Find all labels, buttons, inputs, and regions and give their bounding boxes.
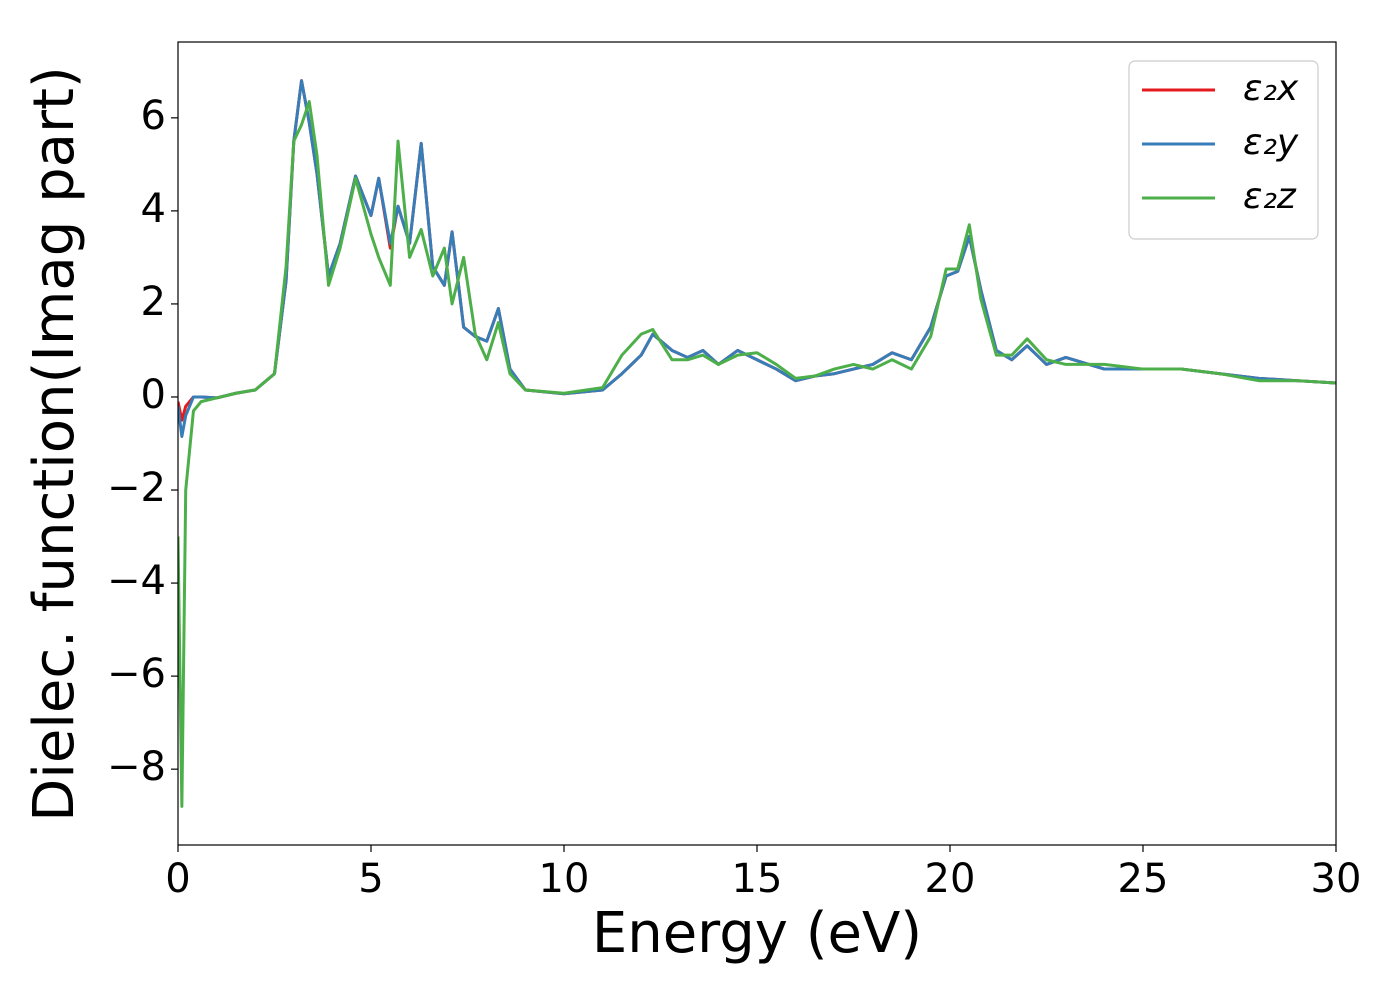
y-tick-label: −4 (107, 558, 166, 604)
legend-box (1128, 60, 1319, 240)
plot-lines (178, 79, 1336, 808)
y-tick-label: 0 (141, 372, 166, 418)
y-axis-label: Dielec. function(Imag part) (22, 66, 87, 822)
x-tick-label: 30 (1311, 856, 1362, 902)
x-axis-label: Energy (eV) (592, 901, 922, 966)
y-tick-label: 4 (141, 186, 166, 232)
y-tick-label: −6 (107, 651, 166, 697)
series-line (178, 100, 1336, 808)
y-tick-label: 6 (141, 93, 166, 139)
x-tick-label: 10 (539, 856, 590, 902)
x-tick-label: 0 (165, 856, 190, 902)
x-tick-label: 20 (925, 856, 976, 902)
y-tick-label: −8 (107, 744, 166, 790)
x-tick-label: 15 (732, 856, 783, 902)
legend-label: ε₂x (1243, 68, 1299, 109)
y-tick-label: 2 (141, 279, 166, 325)
y-tick-label: −2 (107, 465, 166, 511)
x-tick-label: 5 (358, 856, 383, 902)
x-tick-label: 25 (1118, 856, 1169, 902)
legend-label: ε₂y (1243, 122, 1299, 163)
legend-label: ε₂z (1243, 176, 1297, 217)
